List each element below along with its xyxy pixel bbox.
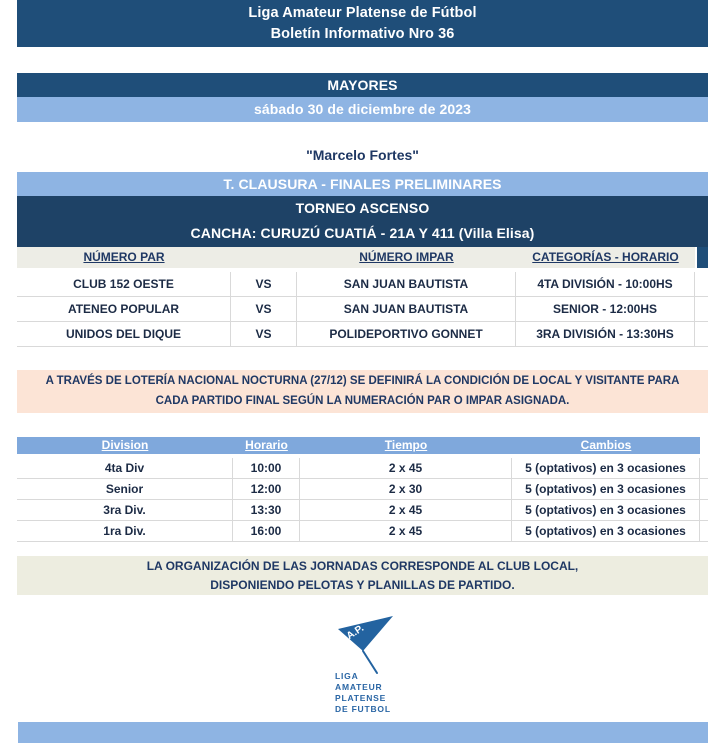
schedule-row-tiempo: 2 x 45 <box>300 500 512 521</box>
match-row-impar: SAN JUAN BAUTISTA <box>297 272 516 297</box>
stage-band: T. CLAUSURA - FINALES PRELIMINARES <box>17 172 708 196</box>
match-row-impar: POLIDEPORTIVO GONNET <box>297 322 516 347</box>
col-header-cambios: Cambios <box>512 437 700 454</box>
match-row-par: CLUB 152 OESTE <box>17 272 231 297</box>
schedule-row-horario: 10:00 <box>233 458 300 479</box>
organization-note: LA ORGANIZACIÓN DE LAS JORNADAS CORRESPO… <box>17 556 708 595</box>
schedule-row-spacer <box>700 479 708 500</box>
logo-text-line: DE FUTBOL <box>335 704 391 714</box>
schedule-row-division: 3ra Div. <box>17 500 233 521</box>
schedule-row-tiempo: 2 x 45 <box>300 458 512 479</box>
schedule-row-division: 4ta Div <box>17 458 233 479</box>
schedule-row-tiempo: 2 x 30 <box>300 479 512 500</box>
schedule-row-horario: 13:30 <box>233 500 300 521</box>
col-header-spacer <box>700 437 708 454</box>
tournament-venue: CANCHA: CURUZÚ CUATIÁ - 21A Y 411 (Villa… <box>190 225 535 241</box>
bulletin-number: Boletín Informativo Nro 36 <box>270 25 455 42</box>
schedule-row-horario: 16:00 <box>233 521 300 542</box>
lottery-note-line2: CADA PARTIDO FINAL SEGÚN LA NUMERACIÓN P… <box>155 394 570 407</box>
match-row-categoria: SENIOR - 12:00HS <box>516 297 695 322</box>
referee-name: "Marcelo Fortes" <box>306 147 419 163</box>
lap-logo-icon: L.A.P. LIGA AMATEUR PLATENSE DE FUTBOL <box>335 616 393 714</box>
logo-flag-pole <box>362 650 378 674</box>
match-row-par: ATENEO POPULAR <box>17 297 231 322</box>
logo-text-line: PLATENSE <box>335 693 386 703</box>
match-row-vs: VS <box>231 322 297 347</box>
schedule-row-division: Senior <box>17 479 233 500</box>
match-row-par: UNIDOS DEL DIQUE <box>17 322 231 347</box>
col-header-categorias-horario: CATEGORÍAS - HORARIO <box>516 247 695 268</box>
league-title: Liga Amateur Platense de Fútbol <box>248 5 477 21</box>
match-row-spacer <box>695 272 708 297</box>
match-row-spacer <box>695 297 708 322</box>
schedule-row-cambios: 5 (optativos) en 3 ocasiones <box>512 479 700 500</box>
col-header-tiempo: Tiempo <box>300 437 512 454</box>
match-row-categoria: 4TA DIVISIÓN - 10:00HS <box>516 272 695 297</box>
match-row-vs: VS <box>231 297 297 322</box>
schedule-row-tiempo: 2 x 45 <box>300 521 512 542</box>
schedule-row-cambios: 5 (optativos) en 3 ocasiones <box>512 458 700 479</box>
match-row-spacer <box>695 322 708 347</box>
schedule-row-spacer <box>700 458 708 479</box>
category-band: MAYORES <box>17 73 708 97</box>
match-table: NÚMERO PAR NÚMERO IMPAR CATEGORÍAS - HOR… <box>17 247 708 347</box>
col-header-numero-par: NÚMERO PAR <box>17 247 231 268</box>
schedule-row-cambios: 5 (optativos) en 3 ocasiones <box>512 500 700 521</box>
schedule-row-spacer <box>700 521 708 542</box>
schedule-row-division: 1ra Div. <box>17 521 233 542</box>
schedule-row-horario: 12:00 <box>233 479 300 500</box>
tournament-name: TORNEO ASCENSO <box>295 200 430 216</box>
col-header-spacer <box>695 247 708 268</box>
col-header-vs-spacer <box>231 247 297 268</box>
organization-note-line1: LA ORGANIZACIÓN DE LAS JORNADAS CORRESPO… <box>146 559 579 573</box>
lottery-note-line1: A TRAVÉS DE LOTERÍA NACIONAL NOCTURNA (2… <box>45 375 680 387</box>
organization-note-line2: DISPONIENDO PELOTAS Y PLANILLAS DE PARTI… <box>210 577 515 592</box>
logo-text-line: LIGA <box>335 671 359 681</box>
match-row-vs: VS <box>231 272 297 297</box>
date-band: sábado 30 de diciembre de 2023 <box>17 97 708 122</box>
col-header-division: Division <box>17 437 233 454</box>
tournament-band: TORNEO ASCENSO CANCHA: CURUZÚ CUATIÁ - 2… <box>17 196 708 247</box>
title-band: Liga Amateur Platense de Fútbol Boletín … <box>17 0 708 47</box>
footer-band <box>18 722 708 743</box>
schedule-row-spacer <box>700 500 708 521</box>
lottery-note: A TRAVÉS DE LOTERÍA NACIONAL NOCTURNA (2… <box>17 370 708 413</box>
col-header-numero-impar: NÚMERO IMPAR <box>297 247 516 268</box>
col-header-horario: Horario <box>233 437 300 454</box>
schedule-table: Division Horario Tiempo Cambios 4ta Div … <box>17 437 708 542</box>
logo-text-line: AMATEUR <box>335 682 382 692</box>
schedule-row-cambios: 5 (optativos) en 3 ocasiones <box>512 521 700 542</box>
match-row-categoria: 3RA DIVISIÓN - 13:30HS <box>516 322 695 347</box>
match-row-impar: SAN JUAN BAUTISTA <box>297 297 516 322</box>
logo-pennant-flag <box>338 616 393 651</box>
